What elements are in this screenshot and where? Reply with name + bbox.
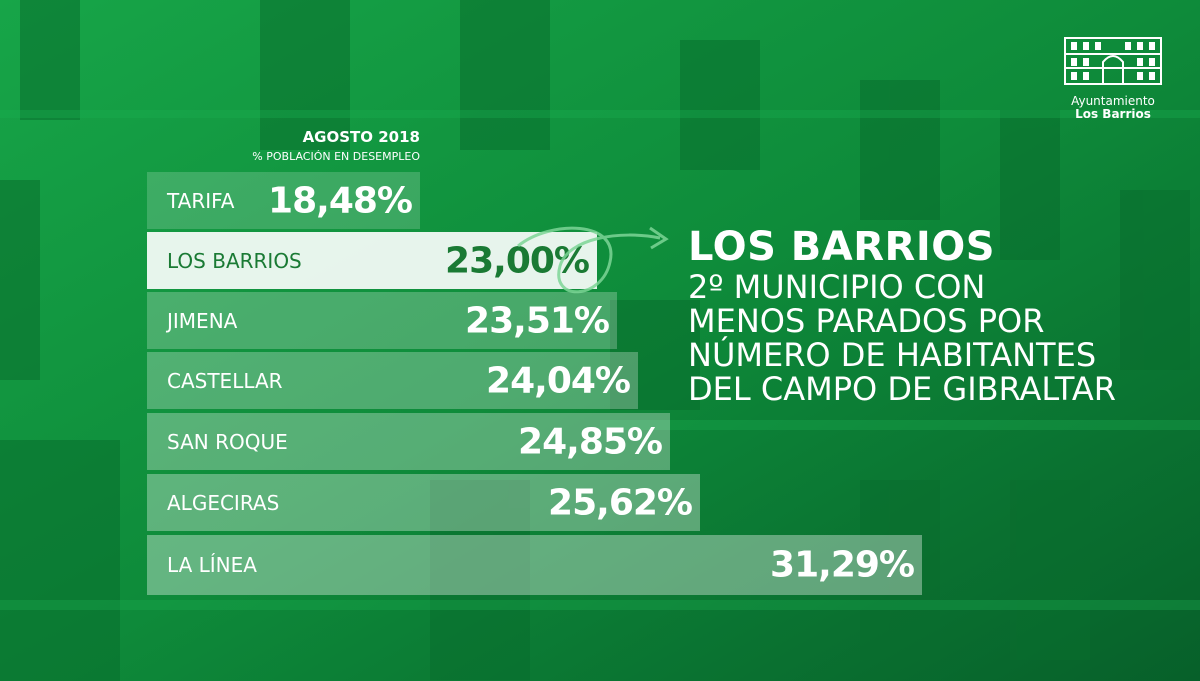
logo: Ayuntamiento Los Barrios [1058, 32, 1168, 120]
bar-value-label: 24,85% [518, 421, 663, 462]
headline-title: LOS BARRIOS [688, 224, 996, 270]
town-hall-icon [1064, 37, 1162, 85]
bar-tarifa: TARIFA 18,48% [147, 172, 420, 229]
bar-san-roque: SAN ROQUE 24,85% [147, 413, 670, 470]
chart-subtitle: % POBLACIÓN EN DESEMPLEO [252, 150, 420, 163]
bar-value-label: 25,62% [548, 482, 693, 523]
bar-value-label: 23,51% [465, 300, 610, 341]
bar-value-label: 24,04% [486, 360, 631, 401]
curved-arrow-icon [517, 226, 669, 294]
headline-line-1: 2º MUNICIPIO CON [688, 268, 986, 306]
bar-label: JIMENA [167, 308, 238, 333]
headline-line-2: MENOS PARADOS POR [688, 302, 1045, 340]
bar-la-l-nea: LA LÍNEA 31,29% [147, 535, 922, 595]
bar-value-label: 23,00% [445, 240, 590, 281]
bar-algeciras: ALGECIRAS 25,62% [147, 474, 700, 531]
bar-label: ALGECIRAS [167, 490, 280, 515]
logo-line-1: Ayuntamiento [1071, 94, 1155, 108]
bar-label: SAN ROQUE [167, 429, 288, 454]
logo-line-2: Los Barrios [1075, 107, 1151, 121]
headline-line-4: DEL CAMPO DE GIBRALTAR [688, 370, 1117, 408]
bar-label: TARIFA [167, 188, 235, 213]
bar-value-label: 18,48% [268, 180, 413, 221]
bar-label: LOS BARRIOS [167, 248, 302, 273]
chart-title: AGOSTO 2018 [302, 128, 420, 146]
bar-jimena: JIMENA 23,51% [147, 292, 617, 349]
bar-castellar: CASTELLAR 24,04% [147, 352, 638, 409]
bar-label: LA LÍNEA [167, 553, 257, 577]
bar-label: CASTELLAR [167, 368, 283, 393]
headline: LOS BARRIOS 2º MUNICIPIO CON MENOS PARAD… [688, 224, 1116, 406]
bar-value-label: 31,29% [770, 544, 915, 586]
headline-line-3: NÚMERO DE HABITANTES [688, 336, 1097, 374]
